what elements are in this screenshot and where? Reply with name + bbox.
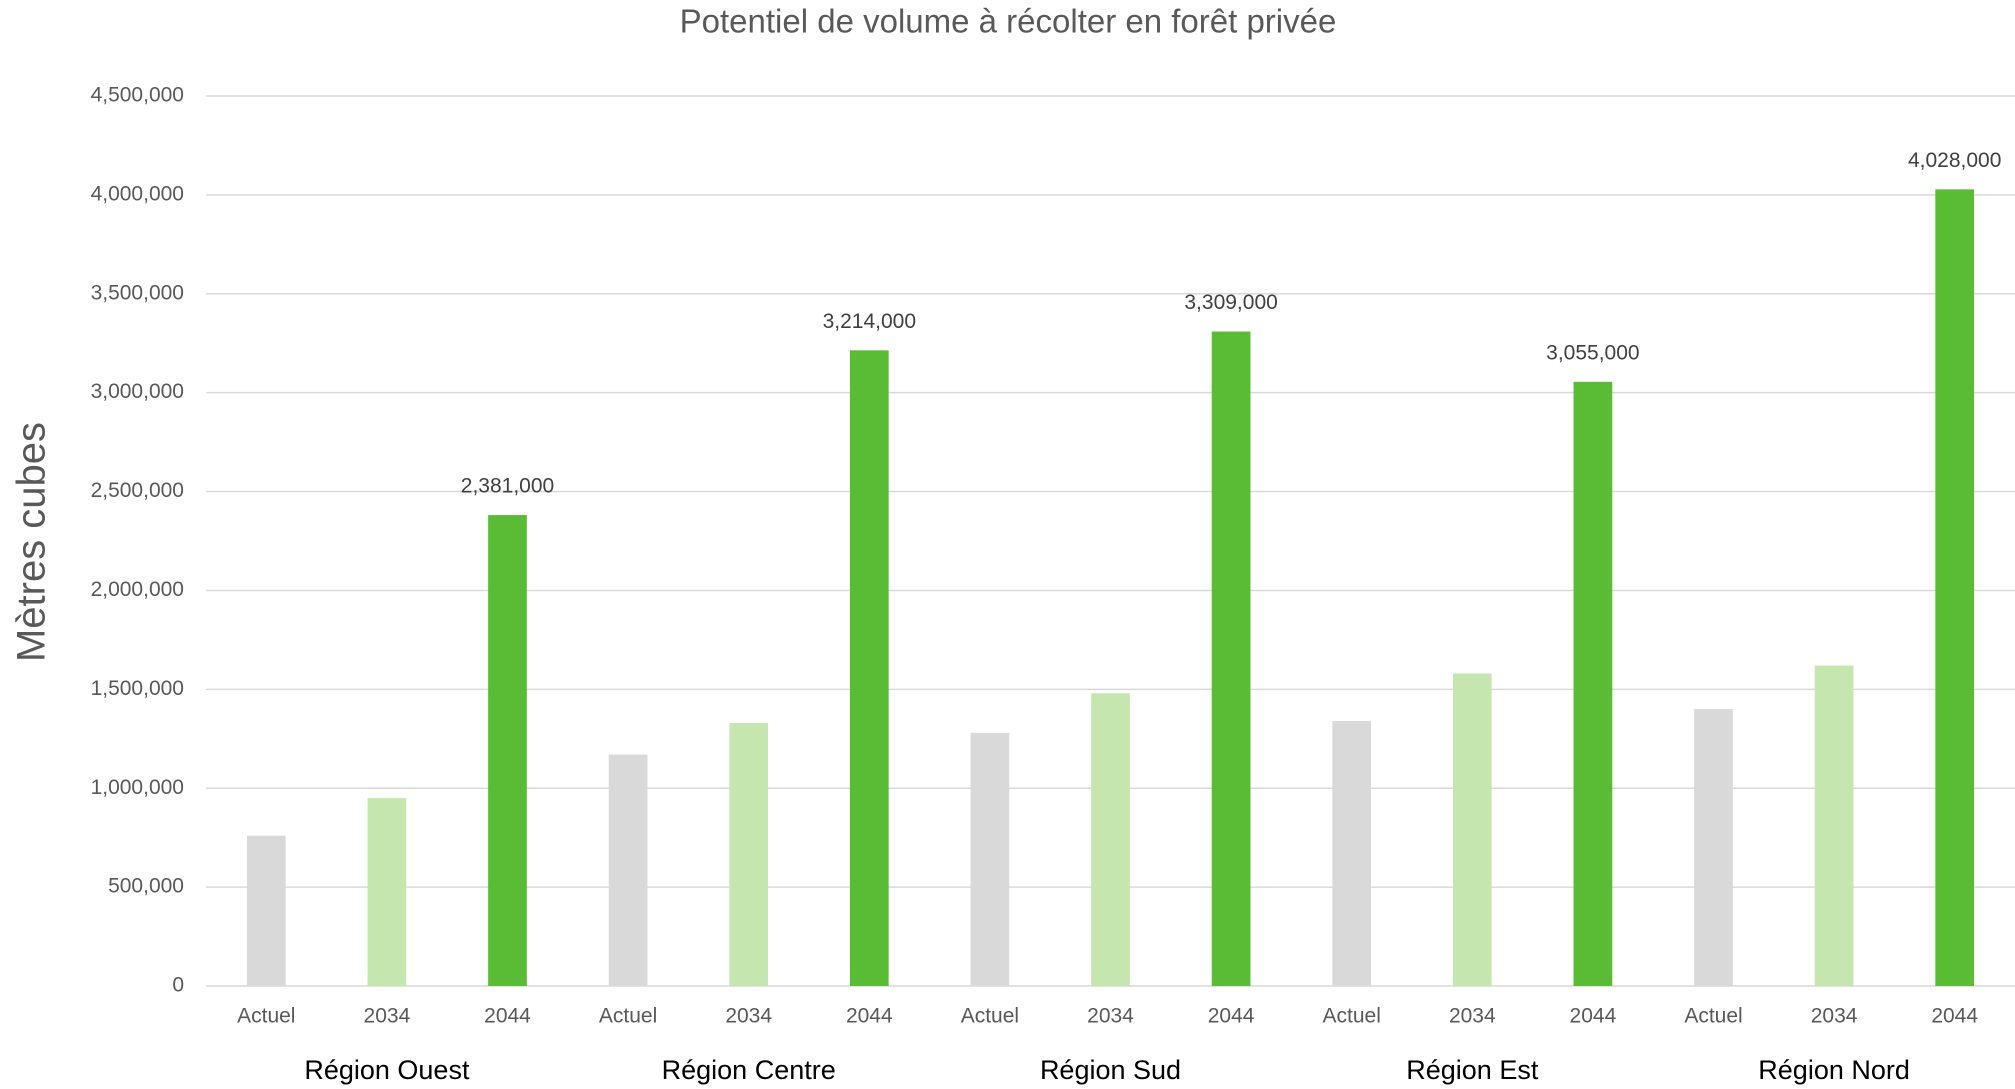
x-category-label: Région Nord bbox=[1758, 1055, 1910, 1085]
data-label: 3,214,000 bbox=[823, 310, 916, 333]
y-tick-label: 1,000,000 bbox=[91, 776, 184, 799]
bar bbox=[1694, 709, 1733, 986]
x-category-label: Région Ouest bbox=[304, 1055, 470, 1085]
y-tick-label: 2,000,000 bbox=[91, 578, 184, 601]
y-tick-label: 4,500,000 bbox=[91, 84, 184, 107]
bar bbox=[488, 515, 527, 986]
data-label: 3,055,000 bbox=[1546, 341, 1639, 364]
x-subcategory-label: Actuel bbox=[1684, 1005, 1742, 1028]
bar bbox=[608, 754, 648, 986]
data-label: 4,028,000 bbox=[1908, 149, 2001, 172]
x-subcategory-label: 2034 bbox=[1811, 1005, 1858, 1028]
x-subcategory-label: Actuel bbox=[599, 1005, 657, 1028]
x-subcategory-label: 2034 bbox=[1449, 1005, 1496, 1028]
y-tick-label: 4,000,000 bbox=[91, 182, 184, 205]
x-subcategory-label: 2044 bbox=[1570, 1005, 1617, 1028]
x-subcategory-label: 2044 bbox=[846, 1005, 893, 1028]
y-tick-label: 1,500,000 bbox=[91, 677, 184, 700]
bar bbox=[1814, 665, 1854, 986]
x-subcategory-label: Actuel bbox=[237, 1005, 295, 1028]
x-subcategory-label: Actuel bbox=[961, 1005, 1019, 1028]
x-category-label: Région Sud bbox=[1040, 1055, 1181, 1085]
x-category-label: Région Est bbox=[1406, 1055, 1539, 1085]
y-tick-label: 2,500,000 bbox=[91, 479, 184, 502]
y-tick-label: 0 bbox=[172, 974, 184, 997]
data-label: 3,309,000 bbox=[1184, 291, 1277, 314]
bar bbox=[1935, 189, 1975, 987]
bar bbox=[246, 835, 286, 986]
y-axis-title: Mètres cubes bbox=[10, 422, 54, 662]
x-subcategory-label: 2044 bbox=[1208, 1005, 1255, 1028]
bar bbox=[1211, 331, 1251, 986]
y-tick-label: 500,000 bbox=[108, 875, 184, 898]
chart-title: Potentiel de volume à récolter en forêt … bbox=[680, 3, 1337, 40]
y-tick-label: 3,000,000 bbox=[91, 380, 184, 403]
bar bbox=[729, 722, 769, 986]
y-tick-label: 3,500,000 bbox=[91, 281, 184, 304]
x-subcategory-label: 2034 bbox=[725, 1005, 772, 1028]
bar bbox=[1332, 720, 1372, 986]
bar bbox=[1091, 693, 1130, 986]
x-subcategory-label: 2044 bbox=[484, 1005, 531, 1028]
x-subcategory-label: Actuel bbox=[1323, 1005, 1381, 1028]
x-subcategory-label: 2044 bbox=[1931, 1005, 1978, 1028]
bar bbox=[1573, 381, 1613, 986]
bar bbox=[367, 798, 407, 986]
bar bbox=[1452, 673, 1492, 986]
x-subcategory-label: 2034 bbox=[1087, 1005, 1134, 1028]
data-label: 2,381,000 bbox=[461, 475, 554, 498]
x-subcategory-label: 2034 bbox=[364, 1005, 411, 1028]
bar bbox=[849, 350, 889, 986]
x-category-label: Région Centre bbox=[662, 1055, 836, 1085]
bar bbox=[970, 732, 1010, 986]
